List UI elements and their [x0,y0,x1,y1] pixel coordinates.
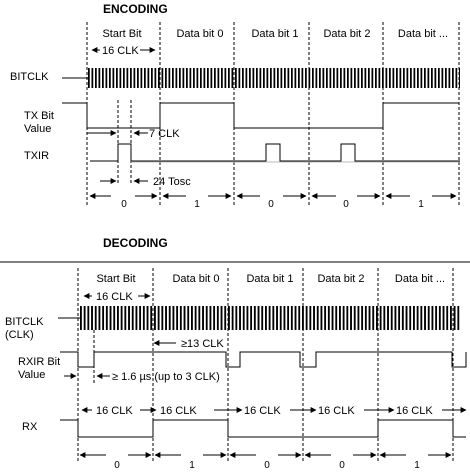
encoding-title: ENCODING [103,2,168,16]
dec-bit-value: 1 [189,460,195,471]
enc-signal-txir: TXIR [24,150,49,162]
dec-rxir-waveform [60,351,467,368]
enc-24tosc-label: 24 Tosc [153,176,191,188]
enc-signal-tx-line1: TX Bit [24,110,54,122]
enc-label-data-bit-2: Data bit 2 [323,28,370,40]
enc-bit-value: 0 [343,199,349,210]
dec-16clk-annotation: 16 CLK [83,291,151,303]
dec-rx-waveform [60,419,466,438]
dec-bit-value: 0 [264,460,270,471]
enc-bit-value: 1 [194,199,200,210]
enc-label-start-bit: Start Bit [102,28,141,40]
dec-pulse-annotation: ≥ 1.6 µs (up to 3 CLK) [64,371,220,383]
dec-label-data-bit-more: Data bit ... [395,273,445,285]
decoding-title: DECODING [103,236,168,250]
enc-24tosc-annotation: 24 Tosc [100,176,191,188]
dec-rx-clk-label: 16 CLK [318,405,355,417]
dec-rx-clk-annotations: 16 CLK 16 CLK 16 CLK 16 CLK 16 CLK [81,405,467,417]
encoding-section: ENCODING Start Bit Data bit 0 Data bit 1… [10,2,460,210]
enc-16clk-label: 16 CLK [102,45,139,57]
dec-label-data-bit-1: Data bit 1 [246,273,293,285]
encoding-bit-boundaries [86,22,460,205]
dec-rx-clk-label: 16 CLK [96,405,133,417]
dec-label-start-bit: Start Bit [96,273,135,285]
enc-label-data-bit-0: Data bit 0 [176,28,223,40]
dec-rx-clk-label: 16 CLK [244,405,281,417]
enc-bit-value: 0 [268,199,274,210]
enc-tx-waveform [62,102,459,129]
dec-13clk-annotation: ≥13 CLK [153,338,224,350]
dec-13clk-label: ≥13 CLK [181,338,224,350]
enc-16clk-annotation: 16 CLK [91,45,156,57]
dec-16clk-label: 16 CLK [96,291,133,303]
enc-bitclk-waveform [88,68,460,88]
dec-rx-clk-label: 16 CLK [160,405,197,417]
dec-bit-value: 0 [339,460,345,471]
dec-bitclk-waveform [80,306,460,330]
enc-bit-value: 0 [121,199,127,210]
enc-7clk-annotation: 7 CLK [87,128,180,140]
dec-signal-rxir-line2: Value [18,369,45,381]
enc-txir-waveform [90,143,460,162]
dec-bit-value: 1 [414,460,420,471]
enc-label-data-bit-1: Data bit 1 [251,28,298,40]
enc-signal-bitclk: BITCLK [10,71,49,83]
decoding-section: DECODING Start Bit Data bit 0 Data bit 1… [5,236,467,471]
decoding-bit-boundaries [77,268,454,462]
dec-rx-clk-label: 16 CLK [396,405,433,417]
dec-signal-bitclk-line2: (CLK) [5,329,34,341]
enc-signal-tx-line2: Value [24,123,51,135]
enc-label-data-bit-more: Data bit ... [398,28,448,40]
enc-7clk-label: 7 CLK [149,128,180,140]
dec-pulse-label: ≥ 1.6 µs (up to 3 CLK) [112,371,220,383]
dec-signal-rxir-line1: RXIR Bit [18,356,60,368]
dec-signal-bitclk-line1: BITCLK [5,316,44,328]
dec-label-data-bit-2: Data bit 2 [317,273,364,285]
dec-bit-value: 0 [114,460,120,471]
dec-label-data-bit-0: Data bit 0 [172,273,219,285]
dec-signal-rx: RX [22,421,38,433]
enc-bit-value: 1 [418,199,424,210]
